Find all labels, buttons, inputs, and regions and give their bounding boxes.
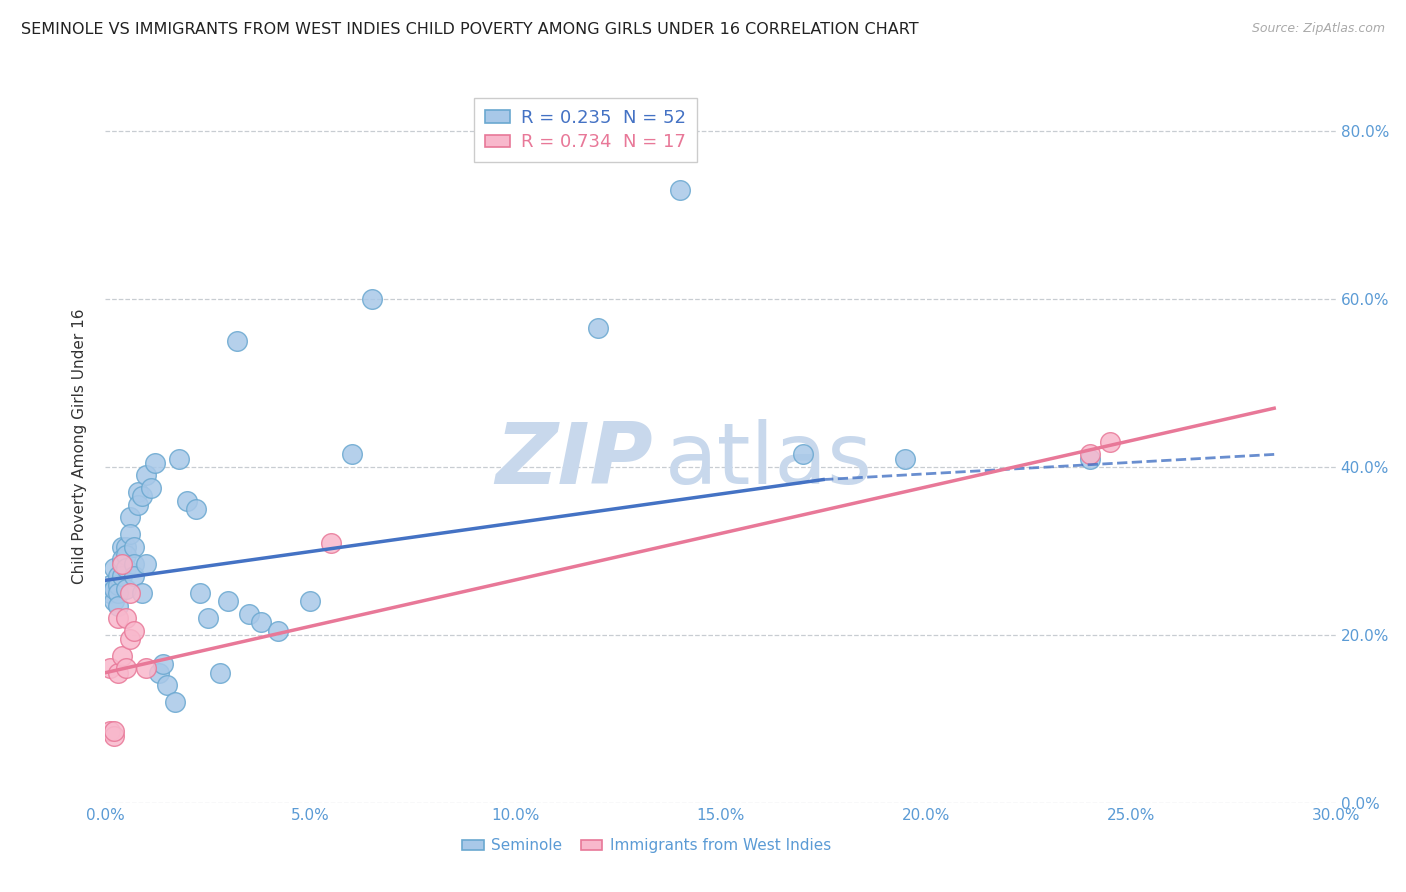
- Point: [115, 582, 138, 596]
- Point: [143, 456, 166, 470]
- Point: [107, 665, 129, 680]
- Point: [169, 451, 191, 466]
- Text: atlas: atlas: [665, 418, 873, 502]
- Point: [131, 489, 153, 503]
- Point: [165, 695, 187, 709]
- Point: [135, 557, 157, 571]
- Point: [103, 560, 125, 574]
- Point: [120, 586, 141, 600]
- Point: [238, 607, 260, 621]
- Legend: Seminole, Immigrants from West Indies: Seminole, Immigrants from West Indies: [457, 832, 837, 859]
- Point: [115, 548, 138, 562]
- Point: [127, 498, 149, 512]
- Point: [122, 540, 145, 554]
- Point: [668, 183, 690, 197]
- Point: [586, 321, 609, 335]
- Point: [103, 729, 125, 743]
- Point: [209, 665, 232, 680]
- Point: [139, 481, 162, 495]
- Point: [127, 485, 149, 500]
- Point: [361, 292, 384, 306]
- Point: [148, 665, 170, 680]
- Point: [98, 724, 121, 739]
- Point: [131, 586, 153, 600]
- Point: [299, 594, 322, 608]
- Point: [188, 586, 211, 600]
- Text: ZIP: ZIP: [495, 418, 652, 502]
- Point: [103, 582, 125, 596]
- Point: [122, 569, 145, 583]
- Point: [107, 611, 129, 625]
- Y-axis label: Child Poverty Among Girls Under 16: Child Poverty Among Girls Under 16: [72, 309, 87, 583]
- Point: [120, 632, 141, 646]
- Point: [135, 468, 157, 483]
- Point: [176, 493, 198, 508]
- Point: [98, 586, 121, 600]
- Point: [792, 447, 814, 461]
- Point: [319, 535, 342, 549]
- Point: [218, 594, 240, 608]
- Point: [197, 611, 219, 625]
- Point: [111, 648, 134, 663]
- Point: [152, 657, 174, 672]
- Point: [103, 724, 125, 739]
- Point: [111, 540, 134, 554]
- Point: [1078, 447, 1101, 461]
- Point: [184, 502, 207, 516]
- Point: [122, 557, 145, 571]
- Point: [225, 334, 247, 348]
- Text: Source: ZipAtlas.com: Source: ZipAtlas.com: [1251, 22, 1385, 36]
- Point: [894, 451, 917, 466]
- Point: [340, 447, 363, 461]
- Point: [111, 569, 134, 583]
- Point: [107, 586, 129, 600]
- Point: [135, 661, 157, 675]
- Point: [115, 560, 138, 574]
- Point: [98, 661, 121, 675]
- Point: [111, 557, 134, 571]
- Point: [115, 611, 138, 625]
- Point: [115, 540, 138, 554]
- Point: [103, 594, 125, 608]
- Point: [98, 577, 121, 591]
- Point: [120, 510, 141, 524]
- Text: SEMINOLE VS IMMIGRANTS FROM WEST INDIES CHILD POVERTY AMONG GIRLS UNDER 16 CORRE: SEMINOLE VS IMMIGRANTS FROM WEST INDIES …: [21, 22, 918, 37]
- Point: [115, 661, 138, 675]
- Point: [120, 527, 141, 541]
- Point: [267, 624, 290, 638]
- Point: [122, 624, 145, 638]
- Point: [1078, 451, 1101, 466]
- Point: [1099, 434, 1122, 449]
- Point: [107, 569, 129, 583]
- Point: [107, 599, 129, 613]
- Point: [107, 577, 129, 591]
- Point: [111, 552, 134, 566]
- Point: [250, 615, 273, 630]
- Point: [156, 678, 179, 692]
